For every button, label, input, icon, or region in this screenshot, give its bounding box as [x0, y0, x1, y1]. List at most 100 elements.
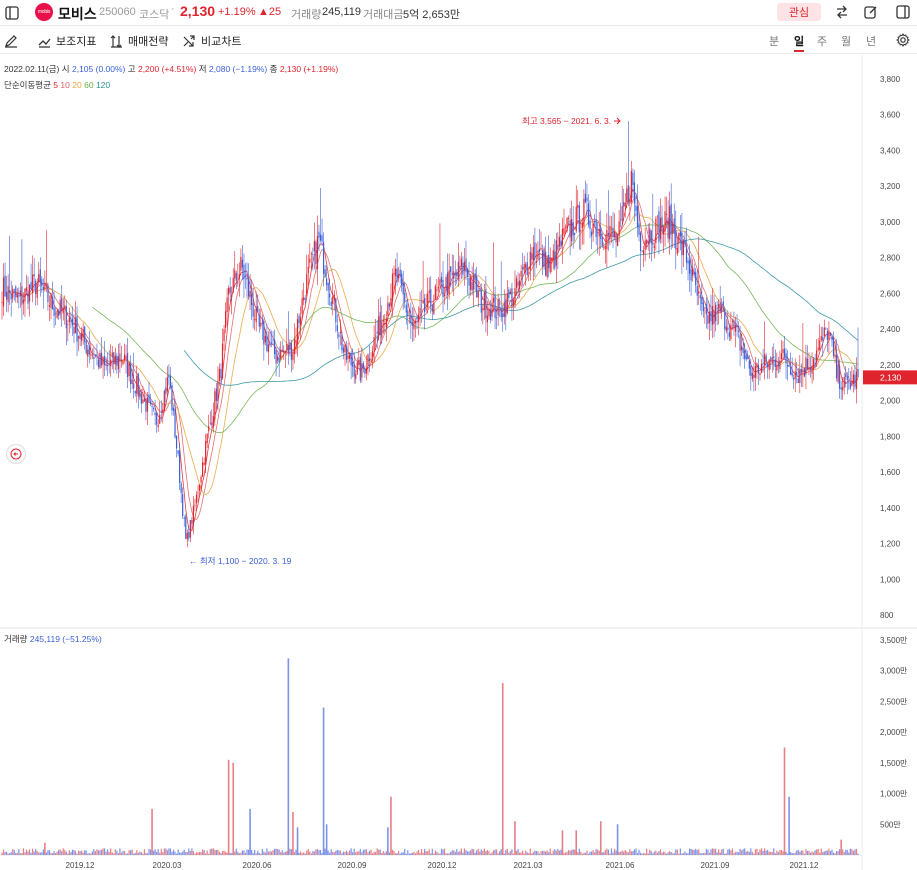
period-minute[interactable]: 분 — [769, 36, 780, 48]
scroll-back-button[interactable] — [6, 444, 26, 464]
gear-icon — [896, 33, 910, 47]
candle-body — [278, 357, 280, 363]
price-tick-label: 2,600 — [880, 289, 901, 298]
volume-bar — [771, 851, 773, 855]
candle-body — [350, 352, 352, 366]
volume-bar — [410, 853, 412, 855]
candle-body — [307, 266, 309, 274]
volume-bar — [548, 852, 550, 855]
volume-bar — [58, 849, 60, 855]
volume-bar — [82, 852, 84, 855]
candle-body — [679, 231, 681, 237]
edit-button[interactable] — [861, 2, 881, 22]
volume-bar — [616, 824, 619, 855]
period-month[interactable]: 월 — [841, 36, 852, 48]
candle-body — [456, 272, 458, 277]
volume-bar — [796, 850, 798, 855]
volume-bar — [139, 851, 141, 855]
candle-body — [437, 286, 440, 289]
candle-body — [330, 301, 332, 306]
volume-bar — [270, 851, 273, 855]
candle-body — [133, 383, 135, 389]
period-day[interactable]: 일 — [794, 36, 805, 48]
draw-tool-button[interactable] — [4, 32, 23, 50]
favorite-button[interactable]: 관심 — [777, 3, 821, 21]
sidebar-toggle-button[interactable] — [0, 0, 24, 26]
candle-body — [36, 283, 38, 298]
volume-bar — [806, 850, 809, 855]
candle-body — [537, 250, 539, 259]
volume-bar — [606, 848, 608, 855]
candle-body — [359, 357, 361, 381]
candle-body — [685, 247, 688, 263]
candle-body — [404, 292, 406, 302]
candle-body — [61, 297, 63, 312]
volume-bar — [293, 852, 296, 855]
stock-header: mobis 모비스 250060 코스닥 · 2,130 +1.19% ▲25 … — [0, 0, 917, 26]
volume-bar — [97, 850, 100, 855]
candle-body — [130, 363, 132, 384]
volume-bar — [128, 850, 130, 855]
candle-body — [520, 271, 522, 277]
candle-body — [186, 532, 188, 540]
candle-body — [188, 531, 190, 539]
volume-bar — [355, 852, 357, 855]
candle-body — [269, 343, 271, 346]
volume-bar — [344, 851, 346, 855]
volume-bar — [130, 850, 132, 855]
sidebar-right-toggle-button[interactable] — [893, 2, 913, 22]
swap-button[interactable] — [832, 2, 852, 22]
candle-body — [33, 274, 35, 277]
candle-body — [707, 315, 709, 324]
indicator-button[interactable]: 보조지표 — [38, 32, 96, 50]
candle-body — [214, 391, 216, 420]
volume-bar — [696, 850, 698, 855]
candle-body — [275, 350, 277, 364]
volume-bar — [85, 850, 87, 855]
compare-button[interactable]: 비교차트 — [183, 32, 241, 50]
volume-bar — [36, 851, 38, 855]
candle-body — [241, 259, 244, 268]
price-chart[interactable]: 3,800 3,600 3,400 3,200 3,000 2,800 2,600 2,400… — [0, 55, 917, 870]
volume-bar — [805, 849, 807, 855]
settings-button[interactable] — [893, 30, 913, 50]
volume-bar — [491, 852, 493, 855]
period-year[interactable]: 년 — [866, 36, 877, 48]
volume-bar — [345, 850, 348, 855]
volume-bar — [117, 853, 119, 855]
candle-body — [852, 374, 855, 385]
period-week[interactable]: 주 — [817, 36, 828, 48]
candle-body — [785, 353, 787, 364]
volume-bar — [793, 853, 795, 855]
candle-body — [398, 274, 400, 279]
volume-bar — [401, 852, 403, 855]
candle-body — [62, 308, 64, 314]
candle-body — [119, 353, 121, 361]
candle-body — [708, 311, 711, 324]
volume-bar — [494, 849, 496, 855]
candle-body — [107, 365, 109, 366]
volume-bar — [551, 853, 553, 855]
candle-body — [590, 231, 593, 236]
strategy-button[interactable]: 매매전략 — [110, 32, 168, 50]
candle-body — [610, 229, 613, 230]
candle-body — [15, 286, 17, 297]
volume-bar — [431, 848, 433, 855]
candle-body — [93, 357, 95, 359]
candle-body — [169, 376, 172, 387]
candle-body — [264, 335, 266, 343]
candle-body — [58, 310, 60, 316]
candle-body — [710, 311, 712, 322]
volume-bar — [102, 848, 104, 855]
ma-line-120 — [183, 238, 859, 386]
candle-body — [223, 329, 225, 342]
candle-body — [232, 277, 234, 293]
candle-body — [505, 299, 507, 317]
candle-body — [661, 216, 663, 232]
volume-bar — [218, 851, 221, 855]
candle-body — [194, 504, 196, 506]
candle-body — [526, 262, 528, 275]
volume-bar — [149, 849, 152, 855]
candle-body — [690, 269, 692, 281]
volume-bar — [451, 850, 453, 855]
